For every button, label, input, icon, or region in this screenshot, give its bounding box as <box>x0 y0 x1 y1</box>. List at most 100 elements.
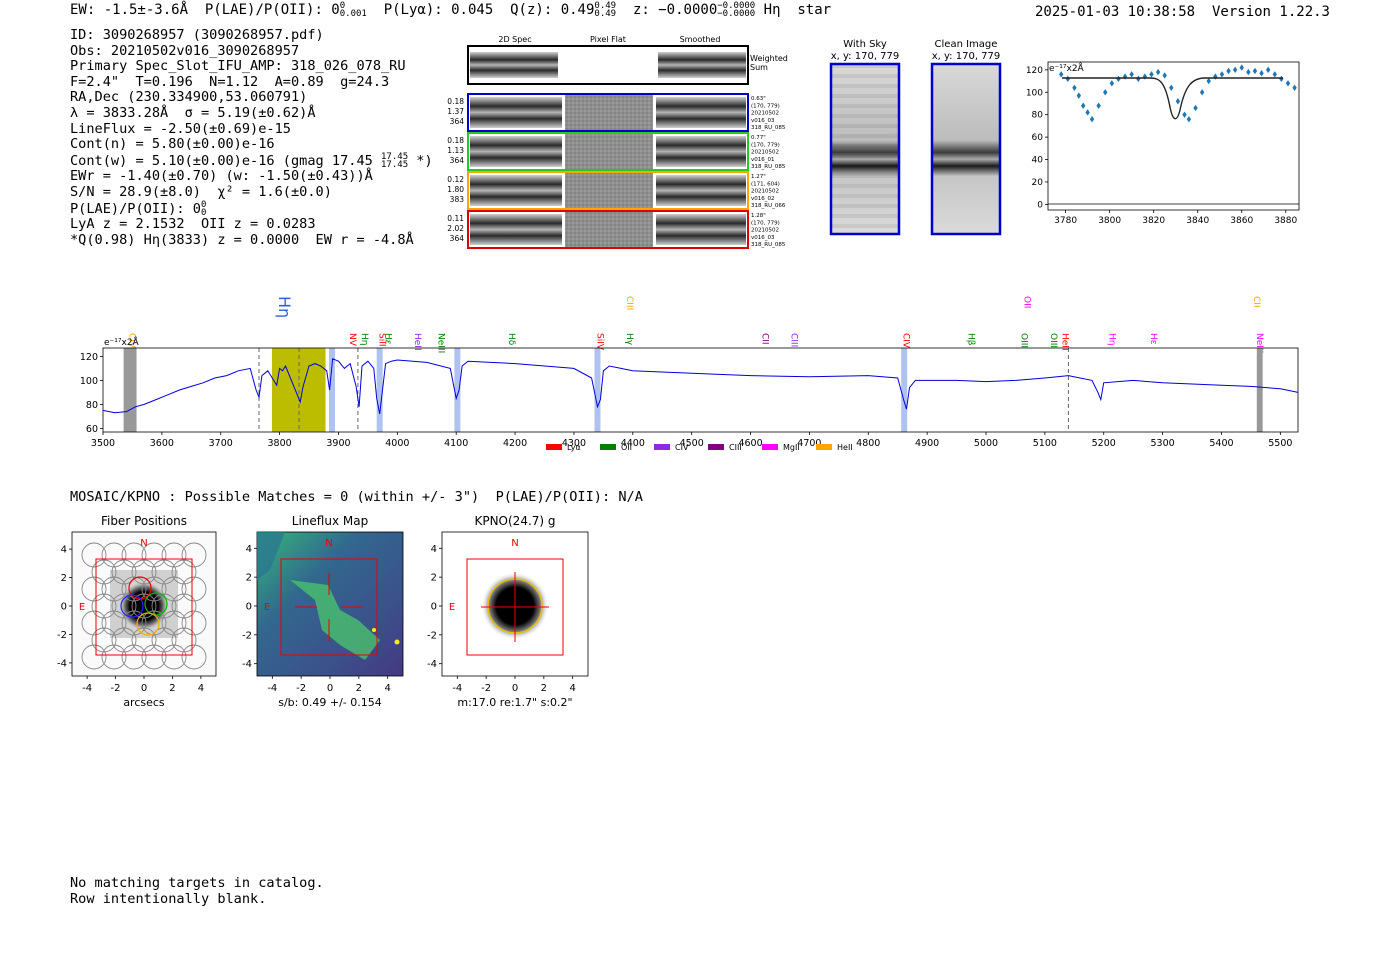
cutout-flat <box>565 95 653 130</box>
line-highlight <box>454 348 461 432</box>
header-qz-sup: 0.49 <box>594 1 617 11</box>
legend-label: CIII <box>729 443 742 452</box>
main-x-tick-label: 4500 <box>680 438 704 449</box>
cutout-left-value: 0.18 <box>447 97 464 106</box>
main-x-tick-label: 3600 <box>150 438 174 449</box>
cutout-right-value: v016_03 <box>751 235 775 241</box>
masked-region <box>1256 348 1263 432</box>
fiber-blue <box>120 594 144 618</box>
line-marker-label: CIII <box>624 296 634 310</box>
info-contn: Cont(n) = 5.80(±0.00)e-16 <box>70 136 275 153</box>
weighted-label-2: Sum <box>750 63 768 72</box>
panel-y-tick-label: -2 <box>242 630 252 641</box>
fiber-circle <box>121 576 147 602</box>
fiber-circle <box>121 542 147 568</box>
panel-y-tick-label: 2 <box>61 573 67 584</box>
cutout-right-value: (170, 779) <box>751 103 780 109</box>
line-marker-label: Hγ <box>624 333 634 346</box>
panel-y-tick-label: 4 <box>61 545 67 556</box>
cutout-2d <box>470 214 562 245</box>
header-plae-sup: 0 <box>339 1 346 11</box>
header-qz-sub: 0.49 <box>594 9 617 19</box>
info-contw-end: *) <box>408 152 433 169</box>
info-ewr: EWr = -1.40(±0.70) (w: -1.50(±0.43))Å <box>70 168 373 185</box>
line-marker-label: NeIII <box>1254 333 1264 353</box>
fiber-circle <box>141 576 167 602</box>
lineflux-hot-2 <box>394 639 400 645</box>
cutout-left-value: 0.18 <box>447 136 464 145</box>
fiber-circle <box>81 644 107 670</box>
main-unit-label: e⁻¹⁷x2Å <box>104 336 140 348</box>
cutout-left-value: 2.02 <box>447 224 464 233</box>
cutout-left-value: 1.37 <box>447 107 464 116</box>
cutout-smooth <box>656 136 746 167</box>
header-z-sup: −0.0000 <box>717 1 756 11</box>
weighted-2d <box>470 52 558 78</box>
footer-line1: No matching targets in catalog. <box>70 875 324 891</box>
masked-region <box>123 348 137 432</box>
line-marker-label: Hε <box>383 333 393 345</box>
main-axes: 3500 3600 3700 3800 3900 4000 4100 4200 4300 4400… <box>80 352 1293 449</box>
info-plae: P(LAE)/P(OII): 0 <box>70 200 201 217</box>
panel3-box <box>466 558 564 656</box>
line-marker-label: Hδ <box>506 333 516 346</box>
cutout-right-value: 318_RU_066 <box>751 203 786 209</box>
line-marker-label: SiIV <box>594 333 604 351</box>
info-lambda: λ = 3833.28Å σ = 5.19(±0.62)Å <box>70 104 316 121</box>
cutout-right-value: v016_02 <box>751 196 775 202</box>
fiber-circle <box>141 610 167 636</box>
panel3-xlabel: m:17.0 re:1.7" s:0.2" <box>457 696 572 709</box>
panel1-east: E <box>79 602 85 613</box>
line-marker-label: CII <box>759 333 769 345</box>
fiber-circle <box>161 644 187 670</box>
with-sky-stripes <box>832 65 898 233</box>
main-x-tick-label: 5200 <box>1092 438 1116 449</box>
cutout-right-value: 20210502 <box>751 228 779 234</box>
main-x-tick-label: 5400 <box>1209 438 1233 449</box>
cutout-left-value: 364 <box>450 156 465 165</box>
zoom-unit-label: e⁻¹⁷x2Å <box>1049 62 1085 74</box>
cutout-left-value: 0.12 <box>447 175 464 184</box>
info-fit: F=2.4" T=0.196 N=1.12 A=0.89 g=24.3 <box>70 73 390 90</box>
cutout-flat <box>565 134 653 169</box>
line-marker-label: CIV <box>126 333 136 349</box>
header-qz: Q(z): 0.49 <box>510 2 595 18</box>
zoom-x-tick-label: 3800 <box>1098 216 1121 226</box>
weighted-label-1: Weighted <box>750 54 788 63</box>
fiber-orange <box>136 612 160 636</box>
line-marker-label: OII <box>1021 296 1031 308</box>
panel1-box <box>95 558 193 656</box>
main-x-tick-label: 4100 <box>444 438 468 449</box>
cutout-2d <box>470 97 562 128</box>
fiber-green <box>144 592 168 616</box>
panel1-title: Fiber Positions <box>101 514 187 528</box>
cutout-right-value: 20210502 <box>751 189 779 195</box>
line-marker-label: NV <box>347 333 357 347</box>
main-y-tick-label: 80 <box>86 400 98 411</box>
main-x-tick-label: 5500 <box>1268 438 1292 449</box>
bottom-panels: Fiber Positions N E arcsecs Lineflux Map… <box>57 514 589 709</box>
legend-swatch <box>654 444 670 450</box>
cutout-right-value: 20210502 <box>751 111 779 117</box>
panel3-north: N <box>511 538 518 549</box>
lineflux-hot-1 <box>372 628 376 632</box>
sky-panels: With Sky x, y: 170, 779 Clean Image x, y… <box>829 39 1002 236</box>
line-marker-label: OIII <box>1018 333 1028 348</box>
panel-x-tick-label: 0 <box>141 683 147 694</box>
with-sky-title: With Sky <box>843 39 887 50</box>
main-x-tick-label: 4000 <box>385 438 409 449</box>
line-marker-label: SiII <box>377 333 387 347</box>
zoom-x-tick-label: 3780 <box>1054 216 1077 226</box>
header-z: z: −0.0000 <box>632 2 718 18</box>
fiber-circle <box>121 610 147 636</box>
fiber-circle <box>181 644 207 670</box>
panel-x-tick-label: 4 <box>198 683 204 694</box>
panel-x-tick-label: 2 <box>541 683 547 694</box>
fiber-circle <box>151 593 177 619</box>
clean-image-xy: x, y: 170, 779 <box>932 51 1001 62</box>
line-marker-label: CIII <box>789 333 799 347</box>
fiber-circle <box>161 610 187 636</box>
legend-swatch <box>600 444 616 450</box>
main-x-tick-label: 3800 <box>268 438 292 449</box>
